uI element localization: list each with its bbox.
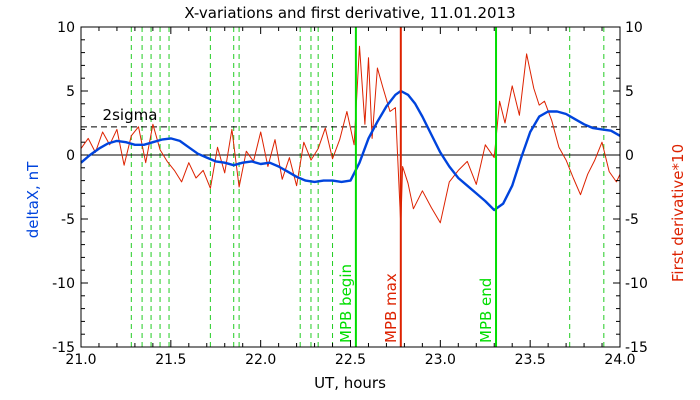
event-marker-label: MPB begin	[337, 264, 355, 343]
event-markers: MPB begin MPB max MPB end	[337, 27, 498, 347]
y-right-tick-label: -15	[625, 340, 648, 356]
x-tick-label: 21.0	[65, 352, 96, 368]
event-marker-label: MPB max	[382, 273, 400, 343]
y-left-tick-label: -15	[52, 340, 75, 356]
right-axis-title: First derivative*10	[669, 144, 687, 282]
y-left-tick-label: 10	[57, 20, 75, 36]
x-axis-title: UT, hours	[314, 374, 386, 392]
y-right-tick-label: 10	[625, 20, 643, 36]
y-right-tick-label: 5	[625, 84, 634, 100]
chart-title: X-variations and first derivative, 11.01…	[184, 4, 515, 22]
deltax-series-line	[80, 89, 621, 212]
x-tick-label: 21.5	[155, 352, 186, 368]
x-tick-label: 24.0	[604, 352, 635, 368]
threshold-label: 2sigma	[103, 106, 158, 124]
event-marker-label: MPB end	[477, 278, 495, 343]
x-tick-label: 23.5	[515, 352, 546, 368]
left-axis-title: deltaX, nT	[24, 161, 42, 238]
y-left-tick-label: 0	[66, 148, 75, 164]
x-tick-label: 23.0	[425, 352, 456, 368]
y-left-tick-label: -10	[52, 276, 75, 292]
y-left-tick-label: -5	[61, 212, 75, 228]
y-right-tick-label: -5	[625, 212, 639, 228]
y-right-tick-label: -10	[625, 276, 648, 292]
series-layer	[80, 45, 621, 226]
y-left-tick-label: 5	[66, 84, 75, 100]
y-right-tick-label: 0	[625, 148, 634, 164]
x-tick-label: 22.5	[335, 352, 366, 368]
derivative-series-line	[80, 45, 621, 226]
axis-ticks: 21.0 21.5 22.0 22.5 23.0 23.5 24.0 10 5 0 -5 -10 -15…	[52, 20, 648, 368]
x-tick-label: 22.0	[245, 352, 276, 368]
reference-lines	[81, 126, 620, 156]
